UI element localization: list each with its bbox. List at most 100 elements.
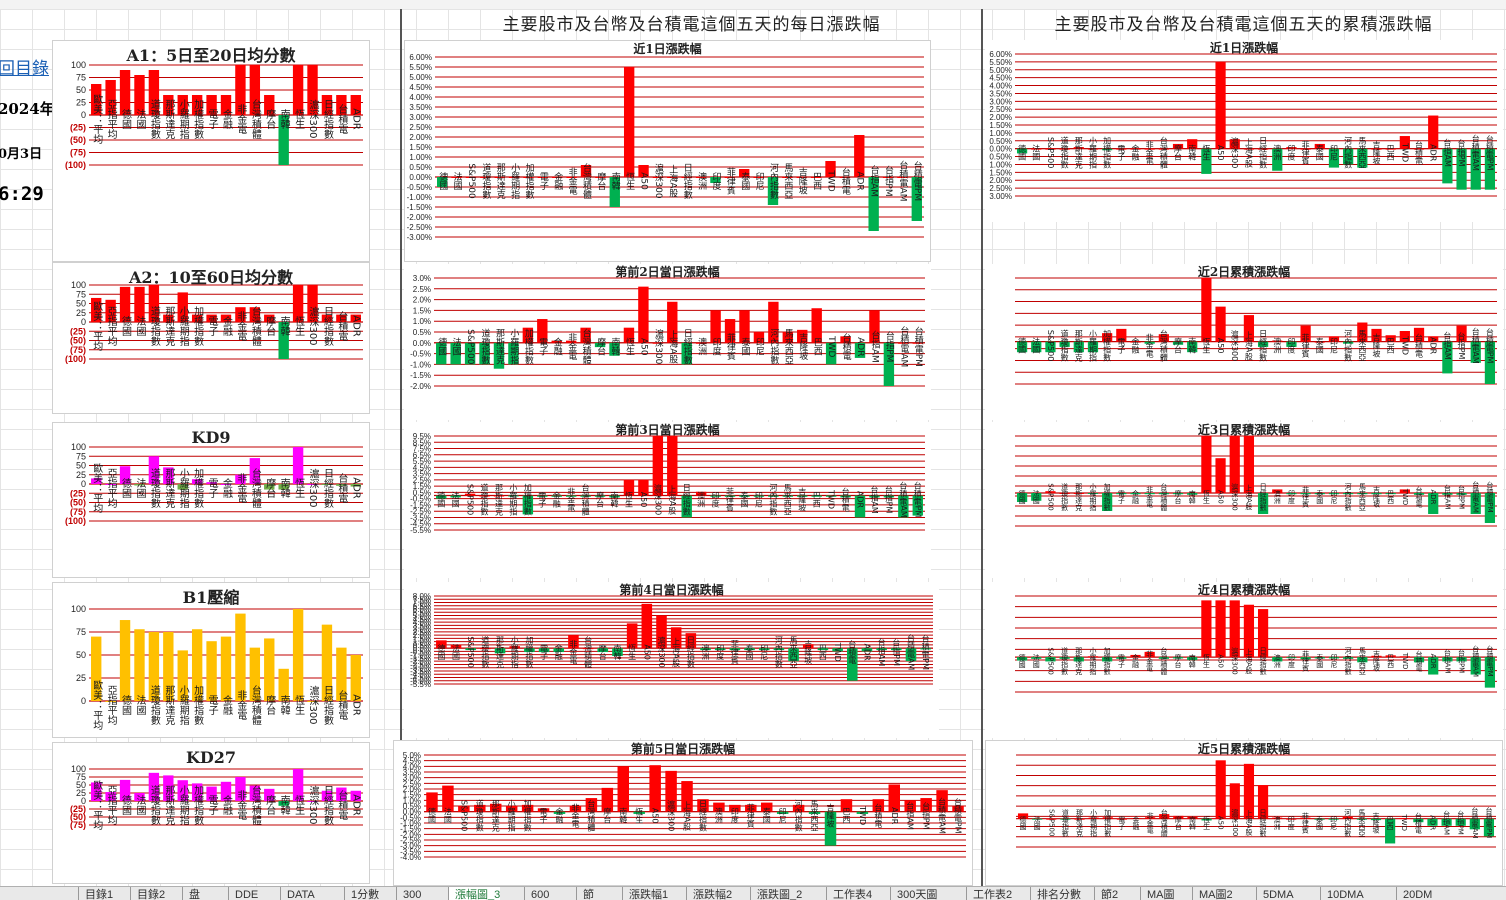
category-label: 台積電PM <box>921 633 930 670</box>
y-tick-label: (50) <box>70 812 86 822</box>
chart-daily-2[interactable]: 3.0% 2.5% 2.0% 1.5% 1.0% 0.5% 0.0% -0.5% -1.0% -1… <box>404 264 931 420</box>
category-label: 摩台 <box>595 337 606 357</box>
category-label: 巴西 <box>1386 338 1395 355</box>
sheet-tab[interactable]: 20DM <box>1396 887 1432 900</box>
category-label: 歐美：平均 <box>91 779 103 831</box>
chart-daily-4[interactable]: 8.0% 7.5% 7.0% 6.5% 6.0% 5.5% 5.0% 4.5% 4.0% 3.5%… <box>404 582 939 738</box>
back-to-index-link[interactable]: 回目錄 <box>0 59 49 79</box>
sheet-tab[interactable]: 工作表4 <box>826 887 872 900</box>
chart-daily-1[interactable]: 6.00% 5.50% 5.00% 4.50% 4.00% 3.50% 3.00% 2.50%… <box>404 40 931 262</box>
chart-cum-1[interactable]: 6.00% 5.50% 5.00% 4.50% 4.00% 3.50% 3.00% 2.50%… <box>985 40 1503 222</box>
bar <box>524 648 535 653</box>
bar <box>206 482 217 484</box>
sheet-tab[interactable]: MA圖2 <box>1192 887 1233 900</box>
bar <box>1314 493 1325 495</box>
bar <box>1442 657 1453 662</box>
chart-cum-4[interactable]: 德國 法國 S&P500 道瓊指數 那斯達克 小羅期指 加權指數 電子 金融 非金電 台灣積體 摩台南… <box>985 582 1503 738</box>
chart-kd27[interactable]: 100 75 50 25 0 (25) (50) (75) 歐美：平均 亞指平均 德國 法國 道瓊指數那… <box>52 742 370 884</box>
category-label: 泰國 <box>1316 653 1324 669</box>
category-label: 南韓 <box>278 694 290 716</box>
category-label: 菲律賓 <box>1301 811 1309 834</box>
sheet-tab[interactable]: 5DMA <box>1256 887 1294 900</box>
bar <box>911 177 922 221</box>
bar <box>119 286 131 322</box>
category-label: 小羅期指 <box>507 800 516 833</box>
y-tick-label: (50) <box>70 135 86 145</box>
chart-daily-5[interactable]: 5.0% 4.5% 4.0% 3.5% 3.0% 2.5% 2.0% 1.5% 1.0% 0.5%… <box>393 740 973 886</box>
sheet-tab[interactable]: DDE <box>228 887 258 900</box>
chart-kd9[interactable]: 100 75 50 25 0 (25) (50) (75) (100) 歐美：平均 亞指平均 德國 法國… <box>52 422 370 578</box>
category-label: 南韓 <box>610 491 619 509</box>
y-tick-label: 3.0% <box>413 274 431 283</box>
chart-cum-2[interactable]: 德國 法國 S&P500 道瓊指數 那斯達克 小羅期指 加權指數 電子 金融 非金電 台灣積體 摩台南… <box>985 264 1503 420</box>
sheet-tab[interactable]: 漲跌幅1 <box>622 887 668 900</box>
category-label: 河內指數 <box>1344 483 1352 512</box>
bar <box>594 495 606 497</box>
category-label: 滬深300 <box>307 684 319 724</box>
chart-b1[interactable]: 100 75 50 25 0 歐美：平均 亞指平均 德國 法國 道瓊指數 那斯達克 小羅期指 加權指數電… <box>52 582 370 738</box>
bar <box>350 484 361 487</box>
sheet-tab[interactable]: 節 <box>576 887 594 900</box>
category-label: 亞指平均 <box>105 468 117 509</box>
sheet-tab[interactable]: 300天圖 <box>890 887 937 900</box>
category-label: 馬來西亞 <box>782 163 793 199</box>
category-label: 亞指平均 <box>105 785 117 826</box>
sheet-tab[interactable]: DATA <box>280 887 315 900</box>
chart-cum-5[interactable]: 德國 法國 S&P500 道瓊指數 那斯達克 小羅期指 加權指數 電子 金融 非金電 台灣積體 摩台南… <box>985 740 1503 886</box>
bar <box>724 495 736 497</box>
bar <box>667 436 678 496</box>
sheet-tab[interactable]: 漲幅圖_3 <box>448 887 501 900</box>
sheet-tab[interactable]: 漲跌幅2 <box>686 887 732 900</box>
category-label: 電子 <box>206 109 218 129</box>
sheet-tab[interactable]: 節2 <box>1094 887 1118 900</box>
sheet-tab[interactable]: 目錄1 <box>78 887 113 900</box>
bar <box>1484 493 1496 523</box>
category-label: 台灣積體 <box>249 98 261 140</box>
bar <box>1328 657 1340 659</box>
chart-cum-3[interactable]: 德國 法國 S&P500 道瓊指數 那斯達克 小羅期指 加權指數 電子 金融 非金電 台灣積體 摩台南… <box>985 422 1503 578</box>
bar <box>1031 148 1042 150</box>
sheet-tab[interactable]: 目錄2 <box>130 887 165 900</box>
sheet-tab[interactable]: 漲跌圖_2 <box>750 887 802 900</box>
sheet-tab[interactable]: 10DMA <box>1320 887 1364 900</box>
bar <box>436 342 447 365</box>
sheet-tab[interactable]: 300 <box>396 887 421 900</box>
bar <box>758 648 770 651</box>
chart-a2[interactable]: 100 75 50 25 0 (25) (50) (75) (100) 歐美：平均 亞指平均 德國 法國… <box>52 262 370 414</box>
y-tick-label: 100 <box>71 764 86 774</box>
bar <box>623 479 635 496</box>
category-label: A50 <box>638 338 648 356</box>
sheet-tab[interactable]: 排名分數 <box>1030 887 1081 900</box>
category-label: 電子 <box>1117 338 1126 354</box>
y-tick-label: 5.00% <box>989 66 1012 75</box>
category-label: 恆生 <box>1203 815 1211 830</box>
bar <box>667 177 678 178</box>
bar <box>609 495 620 498</box>
y-tick-label: 5.5% <box>413 608 431 617</box>
bar <box>797 495 808 497</box>
sheet-tab[interactable]: 工作表2 <box>966 887 1012 900</box>
bar <box>1073 657 1084 662</box>
y-tick-label: 2.5% <box>413 628 431 637</box>
sheet-tab[interactable]: MA圖 <box>1140 887 1175 900</box>
y-tick-label: -2.5% <box>410 660 431 669</box>
sheet-tab[interactable]: 600 <box>524 887 549 900</box>
bar <box>1455 818 1466 826</box>
chart-a1[interactable]: 100 75 50 25 0 (25) (50) (75) (100) 歐美：平均 亞指平均 德國 法國… <box>52 40 370 262</box>
category-label: 南韓 <box>1188 815 1196 831</box>
category-label: 台積電AM <box>1471 134 1480 171</box>
category-label: 南韓 <box>278 315 290 337</box>
category-label: 那斯達克 <box>163 468 175 509</box>
bar <box>264 95 275 115</box>
category-label: A50 <box>1216 338 1225 354</box>
chart-svg: 6.00%5.50%5.00%4.50%4.00%3.50%3.00%2.50%… <box>989 40 1497 201</box>
sheet-tab[interactable]: 盘 <box>182 887 200 900</box>
bar <box>776 811 789 814</box>
category-label: 金融 <box>221 477 233 499</box>
chart-daily-3[interactable]: 9.5% 8.5% 7.5% 6.5% 5.5% 4.5% 3.5% 2.5% 1.5% 0.5%… <box>404 422 931 578</box>
bar <box>537 495 548 497</box>
category-label: 台積電 <box>874 803 883 828</box>
category-label: ADR <box>1429 489 1437 504</box>
sheet-tab[interactable]: 1分數 <box>344 887 379 900</box>
bar <box>1073 341 1084 353</box>
